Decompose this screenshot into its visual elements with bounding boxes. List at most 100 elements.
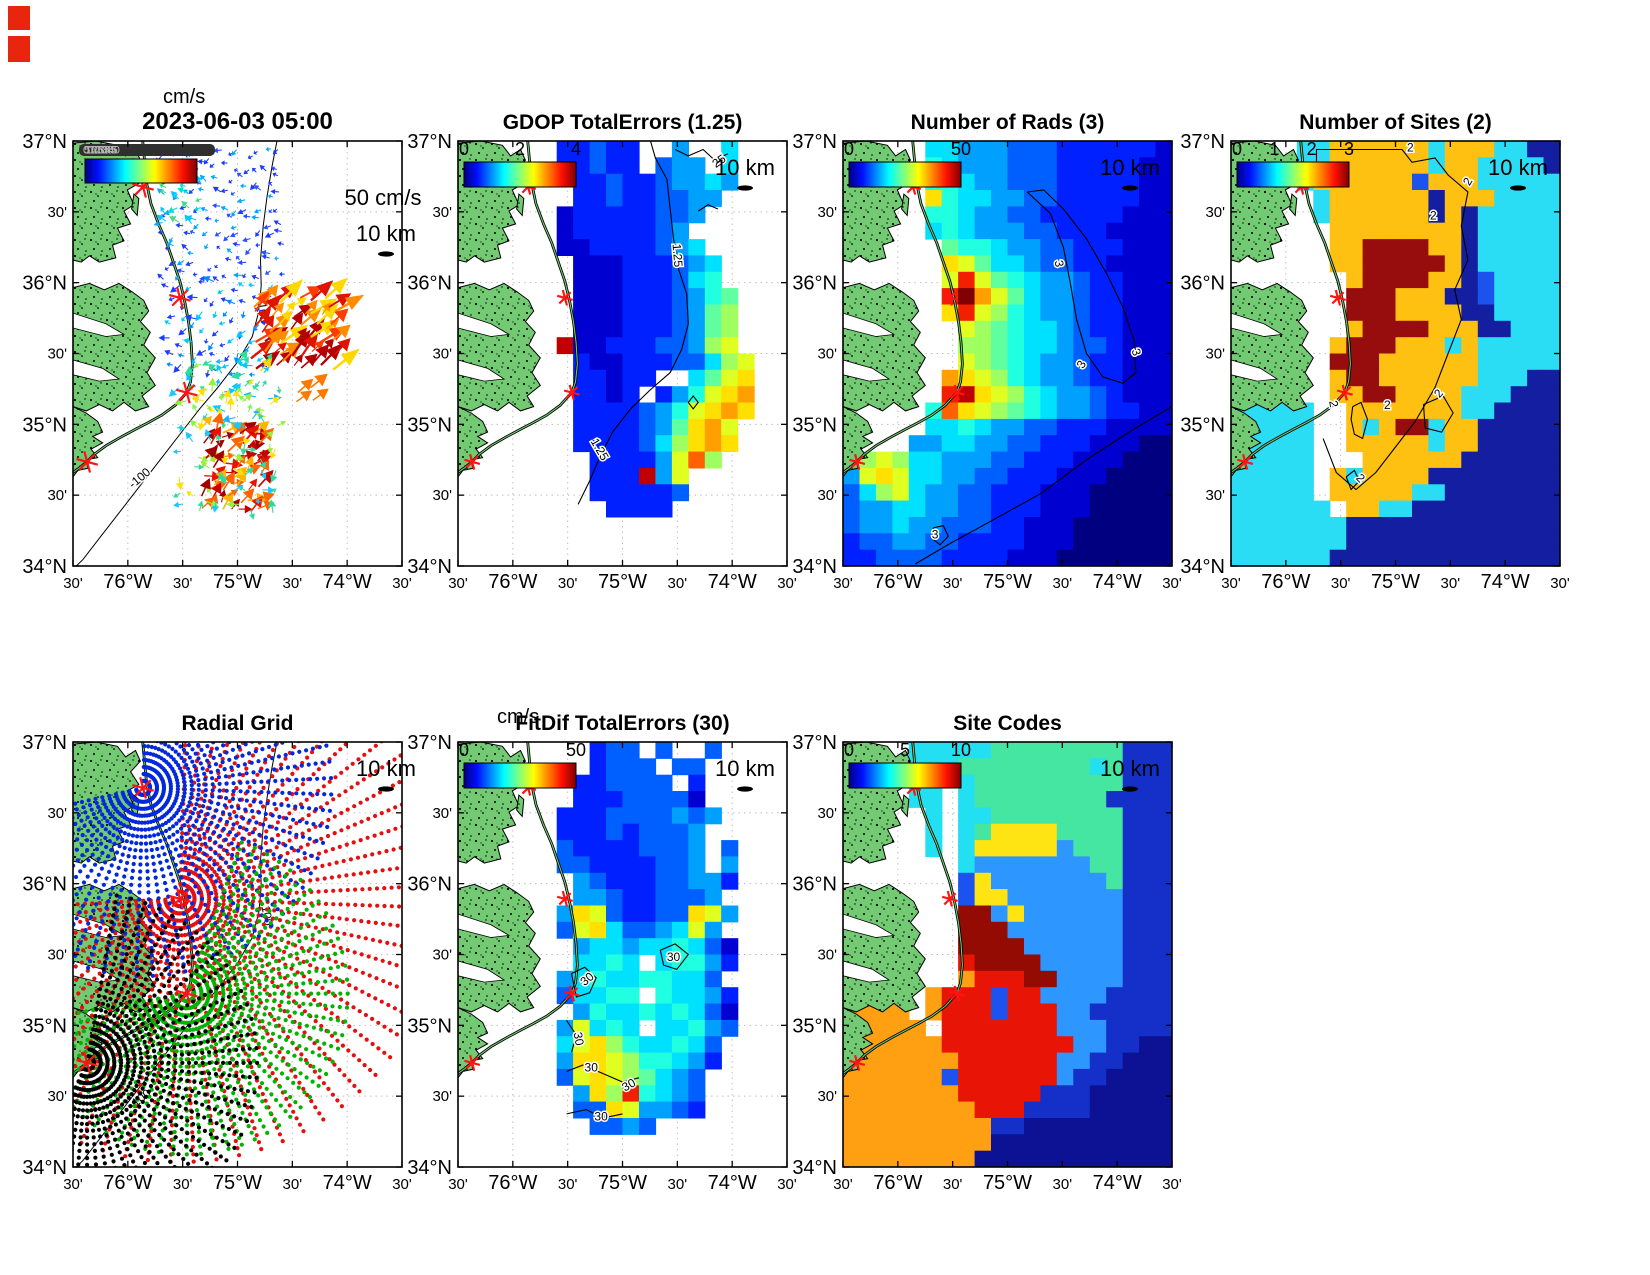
- x-tick-label: 30': [1550, 575, 1570, 592]
- contour-label: 30: [585, 1060, 599, 1074]
- colorbar-tick: 0: [459, 740, 469, 760]
- colorbar-tick: 50: [566, 740, 586, 760]
- colorbar-tick-smear: [79, 144, 215, 156]
- radar-site-star: [556, 890, 573, 907]
- panel-site-codes: 10 km 0 5 10 Site Codes 30' 76°W 30' 75°W 30' 74°W…: [792, 712, 1182, 1194]
- colorbar-units: cm/s: [163, 86, 205, 108]
- panel-title: Number of Rads (3): [911, 111, 1105, 134]
- y-tick-label: 30': [1205, 204, 1225, 221]
- y-tick-label: 35°N: [1180, 414, 1225, 436]
- contour-label: 2: [1430, 209, 1437, 223]
- x-tick-label: 74°W: [1093, 571, 1142, 593]
- radar-site-star: [132, 777, 154, 799]
- km-scale-label: 10 km: [715, 155, 775, 180]
- radial-fan: [73, 893, 260, 1167]
- km-scale-label: 10 km: [356, 221, 416, 246]
- x-tick-label: 74°W: [1481, 571, 1530, 593]
- contour-line: [931, 524, 949, 546]
- colorbar: [463, 762, 577, 789]
- contour-label: 30: [594, 1109, 608, 1123]
- y-tick-label: 36°N: [407, 273, 452, 295]
- contour-label: 2: [1407, 141, 1414, 155]
- x-tick-label: 30': [448, 1176, 468, 1193]
- x-tick-label: 30': [943, 575, 963, 592]
- y-tick-label: 36°N: [22, 874, 67, 896]
- radar-site-star: [941, 289, 958, 306]
- current-vectors: [153, 146, 365, 520]
- x-tick-label: 75°W: [213, 571, 262, 593]
- radial-fan: [73, 840, 350, 1157]
- x-tick-label: 30': [448, 575, 468, 592]
- radar-site-star: [175, 381, 198, 404]
- y-tick-label: 30': [817, 805, 837, 822]
- panel-title: Site Codes: [953, 712, 1062, 735]
- colorbar: [463, 161, 577, 188]
- km-scale-label: 10 km: [1488, 155, 1548, 180]
- colorbar: [848, 161, 962, 188]
- y-tick-label: 30': [432, 805, 452, 822]
- x-tick-label: 30': [777, 1176, 797, 1193]
- radar-site-star: [1237, 453, 1254, 470]
- x-tick-label: 30': [283, 1176, 303, 1193]
- x-tick-label: 30': [283, 575, 303, 592]
- colorbar-tick: 5: [900, 740, 910, 760]
- y-tick-label: 30': [817, 204, 837, 221]
- x-tick-label: 30': [558, 1176, 578, 1193]
- y-tick-label: 37°N: [1180, 131, 1225, 153]
- x-tick-label: 30': [1441, 575, 1461, 592]
- x-tick-label: 74°W: [708, 571, 757, 593]
- radar-site-star: [1336, 384, 1353, 401]
- km-scale-bar: [378, 251, 394, 257]
- contour-line: [570, 966, 597, 998]
- km-scale-bar: [1122, 185, 1138, 191]
- colorbar-tick: 1: [1269, 139, 1279, 159]
- colorbar-tick: 4: [571, 139, 581, 159]
- km-scale-bar: [737, 185, 753, 191]
- km-scale-label: 10 km: [1100, 155, 1160, 180]
- contour-label: 2: [1326, 399, 1341, 408]
- y-tick-label: 36°N: [22, 273, 67, 295]
- panel-title: 2023-06-03 05:00: [142, 108, 333, 135]
- contour-label: 30: [667, 950, 681, 964]
- x-tick-label: 75°W: [983, 1172, 1032, 1194]
- x-tick-label: 30': [833, 575, 853, 592]
- y-tick-label: 30': [432, 346, 452, 363]
- y-tick-label: 34°N: [22, 556, 67, 578]
- y-tick-label: 30': [47, 204, 67, 221]
- isobath-100m: [75, 141, 278, 566]
- colorbar-units: cm/s: [497, 706, 539, 728]
- x-tick-label: 76°W: [873, 1172, 922, 1194]
- y-tick-label: 34°N: [407, 556, 452, 578]
- contour-line: [566, 1020, 577, 1053]
- x-tick-label: 30': [777, 575, 797, 592]
- x-tick-label: 76°W: [103, 1172, 152, 1194]
- radar-site-star: [169, 286, 191, 309]
- y-tick-label: 34°N: [792, 556, 837, 578]
- colorbar-tick: 0: [844, 740, 854, 760]
- x-tick-label: 30': [392, 575, 412, 592]
- y-tick-label: 30': [432, 487, 452, 504]
- colorbar-tick: 0: [1232, 139, 1242, 159]
- x-tick-label: 30': [558, 575, 578, 592]
- y-tick-label: 36°N: [792, 874, 837, 896]
- x-tick-label: 30': [1331, 575, 1351, 592]
- y-tick-label: 30': [817, 947, 837, 964]
- y-tick-label: 30': [47, 805, 67, 822]
- contour-line: [1422, 395, 1454, 433]
- x-tick-label: 30': [173, 1176, 193, 1193]
- colorbar-tick: 0: [459, 139, 469, 159]
- x-tick-label: 76°W: [488, 571, 537, 593]
- colorbar-tick: 2: [515, 139, 525, 159]
- radar-site-star: [563, 985, 580, 1002]
- x-tick-label: 75°W: [598, 1172, 647, 1194]
- y-tick-label: 34°N: [407, 1157, 452, 1179]
- x-tick-label: 74°W: [323, 571, 372, 593]
- x-tick-label: 76°W: [873, 571, 922, 593]
- panel-title: GDOP TotalErrors (1.25): [503, 111, 743, 134]
- contour-line: [697, 204, 719, 212]
- x-tick-label: 30': [668, 1176, 688, 1193]
- radar-site-star: [849, 1054, 866, 1071]
